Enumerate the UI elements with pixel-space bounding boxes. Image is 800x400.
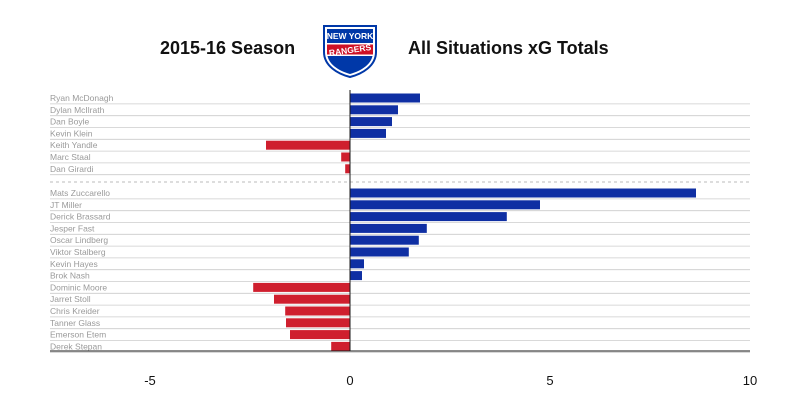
bar-kevin-hayes: [350, 259, 364, 269]
logo-text-line1: NEW YORK: [327, 31, 374, 41]
player-label: Viktor Stalberg: [50, 247, 106, 257]
bar-tanner-glass: [286, 318, 350, 328]
player-label: Kevin Klein: [50, 128, 93, 138]
bar-brok-nash: [350, 271, 362, 281]
x-tick-label: 0: [346, 373, 353, 388]
bar-viktor-stalberg: [350, 247, 409, 257]
player-label: Derek Stepan: [50, 341, 102, 351]
bar-dylan-mcilrath: [350, 105, 398, 115]
x-tick-label: 10: [743, 373, 757, 388]
player-label: Ryan McDonagh: [50, 93, 114, 103]
player-label: Brok Nash: [50, 271, 90, 281]
player-label: Emerson Etem: [50, 330, 106, 340]
bar-derick-brassard: [350, 212, 507, 222]
player-label: Derick Brassard: [50, 212, 111, 222]
bar-jt-miller: [350, 200, 540, 210]
player-label: Jarret Stoll: [50, 294, 91, 304]
bar-dan-boyle: [350, 117, 392, 127]
bar-ryan-mcdonagh: [350, 93, 420, 103]
player-label: Tanner Glass: [50, 318, 100, 328]
bar-dan-girardi: [345, 164, 350, 174]
bar-mats-zuccarello: [350, 188, 696, 198]
player-label: Keith Yandle: [50, 140, 98, 150]
bar-keith-yandle: [266, 140, 350, 150]
bar-jarret-stoll: [274, 294, 350, 304]
player-label: Dominic Moore: [50, 282, 107, 292]
player-label: Mats Zuccarello: [50, 188, 110, 198]
bar-dominic-moore: [253, 282, 350, 292]
bar-emerson-etem: [290, 330, 350, 340]
player-label: Oscar Lindberg: [50, 235, 108, 245]
rangers-logo: NEW YORK RANGERS: [323, 25, 377, 78]
player-label: Dylan McIlrath: [50, 105, 105, 115]
bar-kevin-klein: [350, 128, 386, 138]
bar-derek-stepan: [331, 341, 350, 351]
player-label: Dan Girardi: [50, 164, 94, 174]
metric-title: All Situations xG Totals: [408, 38, 609, 58]
player-label: Kevin Hayes: [50, 259, 98, 269]
bar-oscar-lindberg: [350, 235, 419, 245]
logo-stripe: [327, 44, 373, 55]
player-label: Jesper Fast: [50, 223, 95, 233]
bar-chris-kreider: [285, 306, 350, 316]
bar-marc-staal: [341, 152, 350, 162]
player-label: Chris Kreider: [50, 306, 100, 316]
player-label: JT Miller: [50, 200, 82, 210]
x-tick-label: -5: [144, 373, 156, 388]
season-title: 2015-16 Season: [160, 38, 296, 58]
bar-jesper-fast: [350, 223, 427, 233]
player-label: Dan Boyle: [50, 117, 89, 127]
x-tick-label: 5: [546, 373, 553, 388]
player-label: Marc Staal: [50, 152, 91, 162]
